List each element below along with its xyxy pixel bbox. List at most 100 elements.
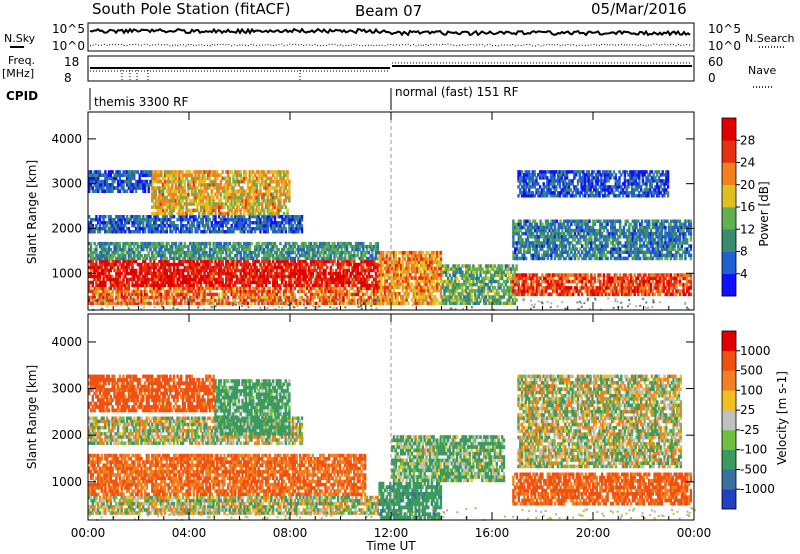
echo-cell — [356, 250, 360, 255]
echo-cell — [335, 283, 338, 288]
echo-cell — [190, 268, 194, 273]
echo-cell — [91, 262, 94, 267]
echo-cell — [448, 279, 452, 284]
echo-cell — [178, 173, 181, 177]
echo-cell — [425, 276, 428, 280]
echo-cell — [203, 176, 206, 181]
echo-cell — [382, 288, 385, 293]
echo-cell — [208, 274, 212, 279]
echo-cell — [208, 280, 212, 285]
echo-cell — [131, 224, 134, 228]
echo-cell — [273, 301, 277, 305]
echo-cell — [335, 262, 338, 267]
echo-cell — [434, 269, 437, 274]
echo-cell — [385, 266, 388, 271]
echo-cell — [225, 265, 228, 270]
echo-cell — [266, 301, 269, 305]
echo-cell — [452, 279, 455, 284]
echo-cell — [275, 283, 278, 288]
echo-cell — [262, 199, 266, 203]
echo-cell — [234, 224, 237, 228]
echo-cell — [246, 224, 250, 228]
echo-cell — [288, 277, 291, 282]
echo-cell — [376, 289, 379, 294]
echo-cell — [118, 274, 122, 279]
echo-cell — [113, 262, 116, 267]
echo-cell — [385, 250, 388, 255]
echo-cell — [335, 247, 338, 252]
echo-cell — [161, 189, 165, 193]
echo-cell — [207, 283, 210, 288]
echo-cell — [416, 292, 419, 296]
echo-cell — [138, 250, 141, 255]
echo-cell — [88, 179, 91, 184]
echo-cell — [91, 301, 94, 305]
echo-cell — [264, 186, 268, 190]
echo-cell — [216, 224, 219, 228]
echo-cell — [185, 230, 188, 234]
echo-cell — [172, 195, 176, 200]
echo-cell — [212, 274, 215, 279]
echo-cell — [113, 244, 116, 249]
echo-cell — [282, 274, 286, 279]
echo-cell — [174, 298, 177, 303]
echo-cell — [194, 170, 197, 174]
echo-cell — [385, 254, 388, 258]
echo-cell — [183, 202, 186, 206]
echo-cell — [277, 195, 280, 200]
echo-cell — [237, 218, 241, 222]
echo-cell — [336, 280, 340, 285]
echo-cell — [264, 227, 268, 231]
echo-cell — [324, 286, 327, 291]
echo-cell — [291, 241, 295, 246]
echo-cell — [93, 179, 96, 184]
echo-cell — [320, 295, 324, 300]
echo-cell — [414, 292, 417, 296]
echo-cell — [273, 256, 277, 261]
echo-cell — [160, 179, 163, 184]
echo-cell — [241, 301, 244, 305]
nsky-tick-top: 10^5 — [52, 22, 85, 36]
echo-cell — [198, 289, 201, 294]
echo-cell — [477, 292, 480, 296]
echo-cell — [418, 257, 421, 261]
echo-cell — [171, 211, 174, 216]
echo-cell — [176, 179, 179, 184]
echo-cell — [143, 256, 147, 261]
echo-cell — [428, 263, 432, 268]
echo-cell — [109, 176, 112, 181]
echo-cell — [324, 274, 327, 279]
echo-cell — [199, 268, 203, 273]
echo-cell — [129, 250, 132, 255]
echo-cell — [136, 244, 140, 249]
echo-cell — [145, 247, 149, 252]
echo-cell — [246, 183, 250, 187]
echo-cell — [243, 189, 246, 193]
echo-cell — [212, 292, 215, 297]
echo-cell — [203, 202, 206, 206]
echo-cell — [109, 247, 112, 252]
echo-cell — [217, 173, 221, 177]
echo-cell — [273, 241, 277, 246]
echo-cell — [151, 292, 154, 297]
echo-cell — [205, 259, 208, 264]
echo-cell — [401, 288, 405, 293]
echo-cell — [194, 176, 197, 181]
echo-cell — [116, 256, 120, 261]
echo-cell — [313, 280, 316, 285]
echo-cell — [192, 280, 195, 285]
echo-cell — [124, 253, 127, 258]
echo-cell — [349, 274, 352, 279]
echo-cell — [178, 218, 181, 222]
echo-cell — [219, 262, 223, 267]
echo-cell — [448, 267, 452, 271]
echo-cell — [259, 247, 262, 252]
echo-cell — [324, 283, 327, 288]
echo-cell — [291, 215, 295, 219]
echo-cell — [93, 295, 96, 300]
echo-cell — [246, 205, 250, 209]
echo-cell — [189, 202, 192, 206]
echo-cell — [185, 265, 188, 270]
echo-cell — [338, 253, 342, 258]
echo-cell — [250, 221, 253, 225]
